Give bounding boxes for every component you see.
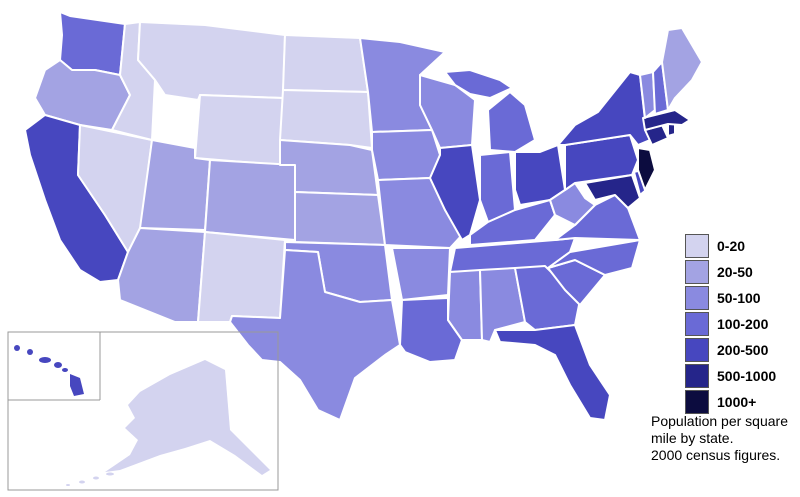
inset-frame (7, 331, 279, 491)
state-wyoming (194, 94, 284, 166)
legend-label: 1000+ (717, 394, 757, 410)
legend-item: 1000+ (685, 389, 795, 415)
state-hawaii (14, 345, 84, 396)
legend-label: 50-100 (717, 290, 761, 306)
legend-item: 500-1000 (685, 363, 795, 389)
state-michigan-lower (487, 91, 536, 153)
legend-item: 50-100 (685, 285, 795, 311)
state-mississippi (447, 269, 483, 341)
state-washington (59, 11, 126, 76)
legend-swatch (685, 260, 709, 284)
state-michigan-upper (444, 69, 513, 99)
state-colorado (204, 159, 296, 241)
state-massachusetts (642, 109, 691, 131)
legend-item: 20-50 (685, 259, 795, 285)
state-florida (494, 324, 611, 421)
legend-label: 20-50 (717, 264, 753, 280)
legend-swatch (685, 286, 709, 310)
legend-item: 200-500 (685, 337, 795, 363)
caption-line: mile by state. (651, 430, 734, 446)
state-kansas (294, 191, 386, 246)
state-north-carolina (547, 239, 641, 276)
legend-swatch (685, 338, 709, 362)
state-illinois (429, 144, 481, 241)
state-north-dakota (282, 34, 369, 93)
legend-swatch (685, 364, 709, 388)
state-new-york (557, 71, 651, 146)
caption-line: Population per square (651, 413, 788, 429)
legend: 0-20 20-50 50-100 100-200 200-500 500-10… (685, 233, 795, 415)
state-montana (137, 21, 286, 101)
legend-swatch (685, 312, 709, 336)
legend-item: 100-200 (685, 311, 795, 337)
legend-label: 500-1000 (717, 368, 777, 384)
legend-label: 0-20 (717, 238, 746, 254)
state-new-mexico (197, 231, 286, 323)
state-new-jersey (637, 147, 656, 191)
state-texas (229, 249, 401, 421)
state-iowa (371, 129, 441, 181)
state-arkansas (391, 247, 451, 301)
caption-line: 2000 census figures. (651, 447, 781, 463)
legend-item: 0-20 (685, 233, 795, 259)
state-nebraska (279, 139, 379, 196)
legend-label: 100-200 (717, 316, 769, 332)
legend-swatch (685, 390, 709, 414)
legend-label: 200-500 (717, 342, 769, 358)
state-alaska (66, 360, 270, 486)
legend-swatch (685, 234, 709, 258)
state-maine (661, 27, 703, 111)
map-caption: Population per square mile by state. 200… (651, 413, 799, 464)
state-south-dakota (279, 89, 373, 149)
state-maryland (584, 174, 641, 209)
